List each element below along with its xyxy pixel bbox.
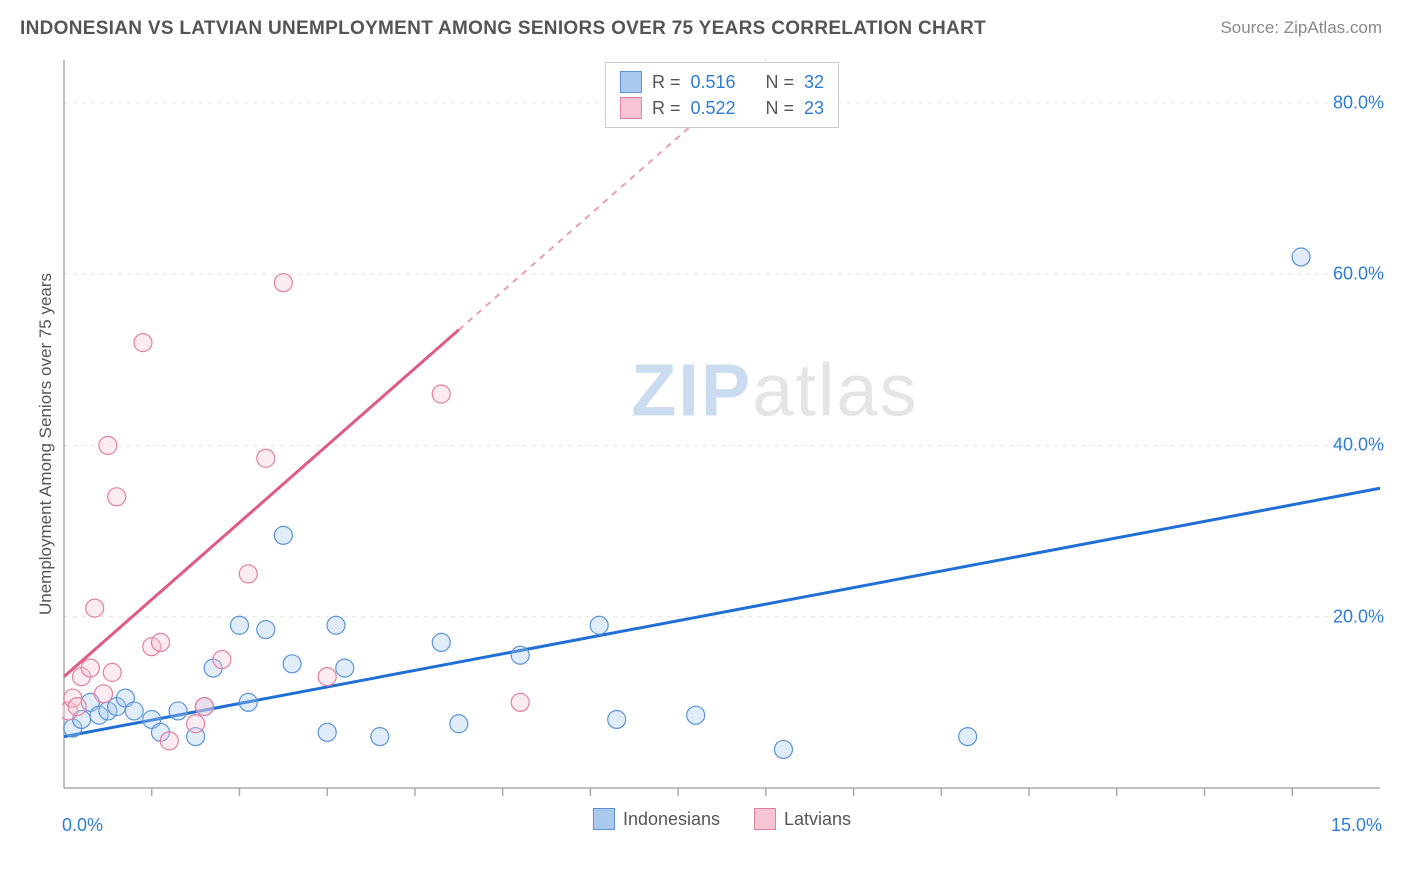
legend-swatch-icon — [593, 808, 615, 830]
legend-swatch-icon — [754, 808, 776, 830]
y-tick-label: 80.0% — [1333, 92, 1384, 113]
series-swatch-latvians — [620, 97, 642, 119]
legend-item-indonesians: Indonesians — [593, 808, 720, 830]
r-value: 0.522 — [690, 98, 735, 119]
y-axis-label: Unemployment Among Seniors over 75 years — [36, 273, 56, 615]
x-axis-min-label: 0.0% — [62, 815, 103, 836]
source-attribution: Source: ZipAtlas.com — [1220, 18, 1382, 38]
x-axis-max-label: 15.0% — [1331, 815, 1382, 836]
correlation-stats-box: R = 0.516 N = 32 R = 0.522 N = 23 — [605, 62, 839, 128]
stats-row: R = 0.522 N = 23 — [620, 95, 824, 121]
stats-row: R = 0.516 N = 32 — [620, 69, 824, 95]
series-swatch-indonesians — [620, 71, 642, 93]
y-tick-label: 60.0% — [1333, 264, 1384, 285]
chart-container: Unemployment Among Seniors over 75 years… — [62, 58, 1382, 830]
y-tick-label: 40.0% — [1333, 435, 1384, 456]
scatter-plot — [62, 58, 1382, 830]
chart-title: INDONESIAN VS LATVIAN UNEMPLOYMENT AMONG… — [20, 18, 986, 40]
series-legend: Indonesians Latvians — [593, 808, 851, 830]
y-tick-label: 20.0% — [1333, 606, 1384, 627]
legend-item-latvians: Latvians — [754, 808, 851, 830]
n-value: 23 — [804, 98, 824, 119]
n-value: 32 — [804, 72, 824, 93]
r-value: 0.516 — [690, 72, 735, 93]
